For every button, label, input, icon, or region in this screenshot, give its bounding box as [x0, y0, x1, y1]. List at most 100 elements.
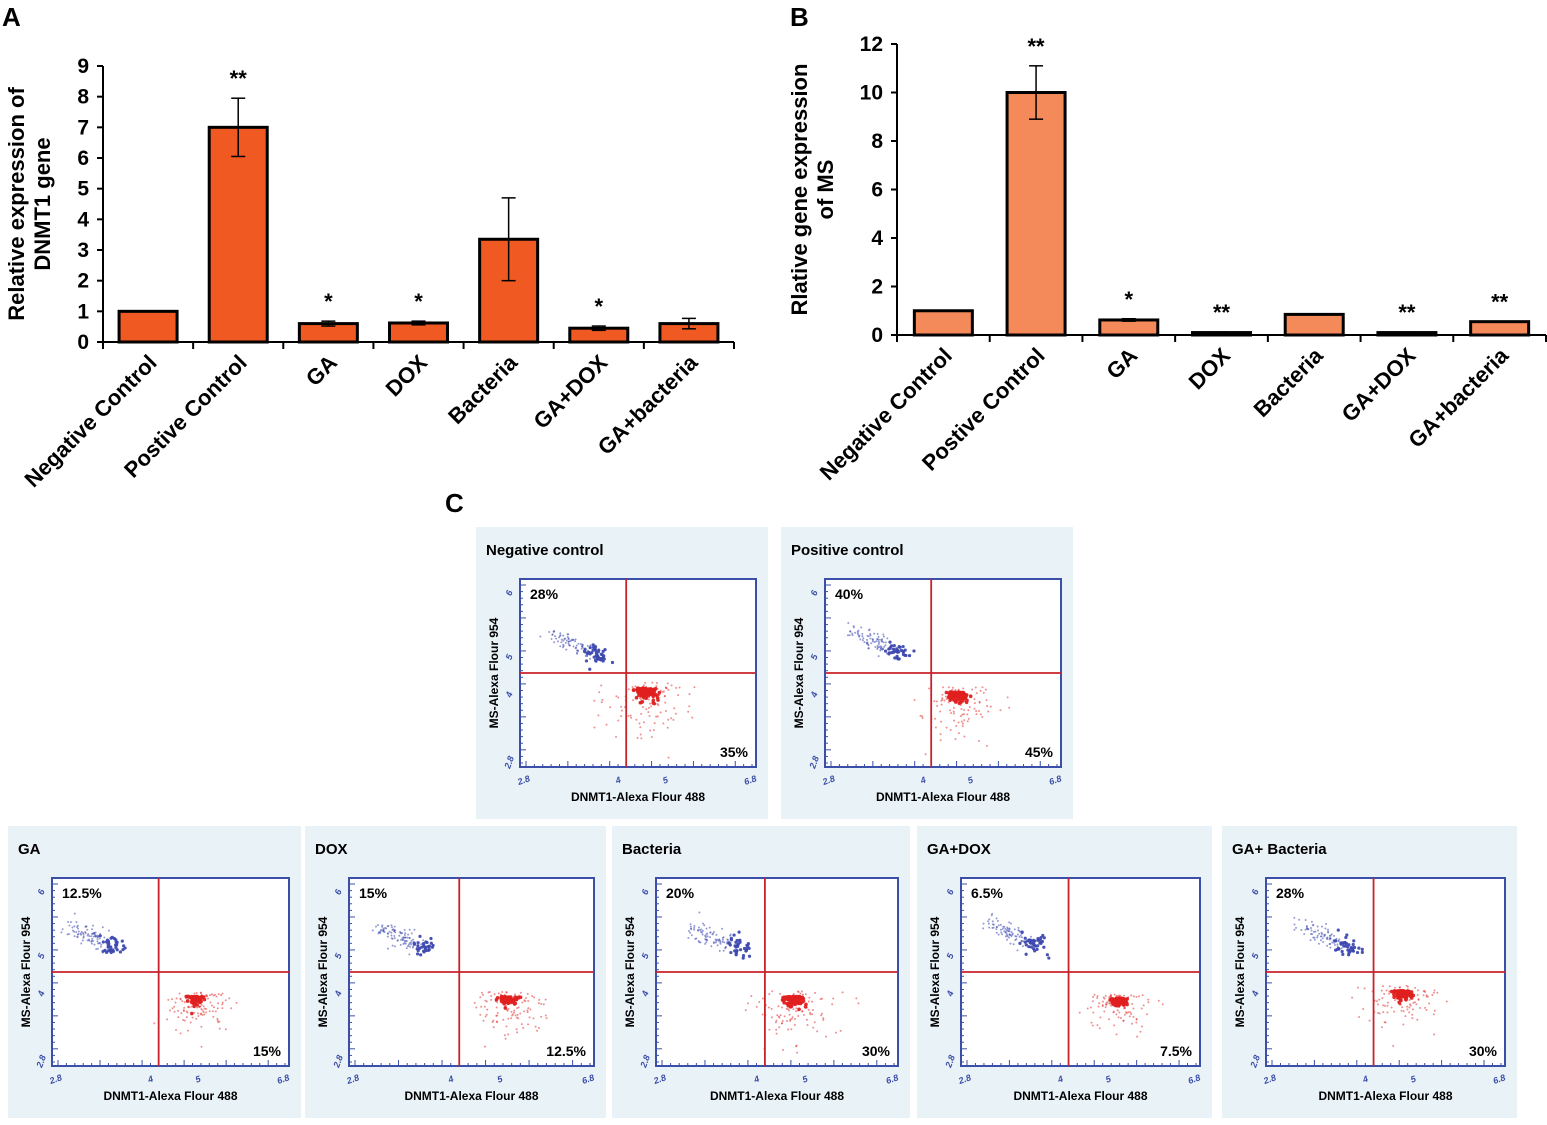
- dot-red: [167, 998, 170, 1001]
- dot-blue: [426, 948, 431, 953]
- dot-red: [687, 710, 690, 713]
- dot-blue: [1360, 947, 1364, 951]
- dot-red: [789, 996, 794, 1001]
- dot-red: [796, 1051, 799, 1054]
- dot-blue: [895, 649, 899, 654]
- dot-blue: [1024, 952, 1028, 956]
- dot-blue: [98, 941, 101, 944]
- dot-blue: [741, 953, 746, 958]
- dot-red: [191, 1016, 194, 1019]
- significance-marker: *: [324, 289, 333, 314]
- dot-blue: [1002, 925, 1005, 928]
- dot-red: [1093, 993, 1096, 996]
- category-label: GA+DOX: [529, 350, 613, 434]
- dot-red: [1108, 1018, 1111, 1021]
- dot-blue: [587, 653, 590, 656]
- dot-red: [544, 998, 547, 1001]
- dot-red: [486, 1008, 489, 1011]
- dot-blue: [995, 917, 998, 920]
- y-tick-label: 5: [77, 178, 89, 201]
- dot-red: [496, 1021, 499, 1024]
- dot-red: [949, 693, 954, 697]
- dot-blue: [377, 932, 380, 935]
- y-tick-label: 2: [77, 270, 89, 293]
- dot-blue: [1316, 929, 1319, 932]
- dot-red: [1383, 1004, 1386, 1007]
- dot-blue: [716, 944, 719, 947]
- dot-red: [193, 997, 197, 1002]
- dot-red: [812, 1026, 815, 1029]
- y-tick-label: 2.8: [502, 755, 516, 771]
- dot-red: [805, 1018, 808, 1021]
- dot-red: [642, 721, 645, 724]
- dot-blue: [1305, 927, 1308, 930]
- dot-blue: [1328, 938, 1331, 941]
- dot-blue: [556, 640, 559, 643]
- dot-blue: [1017, 926, 1020, 929]
- dot-red: [968, 705, 971, 708]
- dot-blue: [881, 648, 884, 651]
- dot-blue: [1360, 950, 1364, 954]
- dot-blue: [562, 639, 565, 642]
- dot-red: [503, 993, 506, 996]
- dot-blue: [576, 652, 579, 655]
- dot-red: [678, 686, 681, 689]
- dot-red: [957, 688, 960, 691]
- quadrant-percent-lower-right: 30%: [1469, 1043, 1498, 1059]
- dot-blue: [1310, 927, 1313, 930]
- dot-red: [200, 1003, 203, 1006]
- dot-blue: [425, 940, 429, 945]
- dot-blue: [703, 924, 706, 927]
- dot-blue: [1343, 944, 1348, 948]
- dot-red: [1392, 989, 1397, 993]
- dot-red: [526, 1011, 529, 1014]
- dot-red: [1417, 998, 1420, 1001]
- dot-blue: [96, 940, 99, 943]
- y-axis-label: Rlative gene expression: [787, 64, 812, 316]
- dot-red: [648, 714, 651, 717]
- dot-red: [978, 701, 981, 704]
- dot-blue: [988, 918, 991, 921]
- dot-blue: [1023, 940, 1027, 944]
- dot-red: [199, 1005, 202, 1008]
- dot-red: [504, 1037, 507, 1040]
- dot-red: [1404, 1015, 1407, 1018]
- dot-red: [1141, 994, 1144, 997]
- dot-red: [532, 1017, 535, 1020]
- dot-blue: [1337, 947, 1341, 951]
- dot-blue: [884, 644, 887, 647]
- dot-red: [1101, 1004, 1104, 1007]
- dot-blue: [890, 651, 894, 655]
- dot-red: [615, 735, 618, 738]
- dot-red: [482, 1019, 485, 1022]
- dot-blue: [1024, 943, 1028, 947]
- dot-red: [831, 1003, 834, 1006]
- y-tick-label: 5: [504, 652, 515, 661]
- flow-panel: GA+DOX 6.5% 7.5% 2.8 4 5 6.8 2.8 4 5 6 DNMT1-Alexa …: [917, 826, 1212, 1118]
- dot-blue: [410, 939, 413, 942]
- dot-blue: [390, 926, 393, 929]
- dot-blue: [1312, 936, 1315, 939]
- dot-blue: [106, 945, 110, 949]
- dot-red: [640, 698, 643, 701]
- dot-red: [183, 1006, 186, 1009]
- dot-red: [778, 1026, 781, 1029]
- dot-red: [1131, 1002, 1134, 1005]
- dot-red: [153, 1022, 156, 1025]
- dot-red: [1419, 1007, 1422, 1010]
- dot-red: [1425, 1009, 1428, 1012]
- dot-red: [632, 699, 635, 702]
- dot-blue: [98, 937, 101, 940]
- dot-blue: [851, 634, 854, 637]
- dot-red: [183, 1019, 186, 1022]
- dot-red: [617, 696, 620, 699]
- dot-red: [1147, 998, 1150, 1001]
- y-tick-label: 8: [77, 86, 89, 109]
- dot-red: [190, 1002, 193, 1005]
- dot-red: [641, 706, 644, 709]
- dot-red: [963, 709, 966, 712]
- dot-red: [1140, 1025, 1143, 1028]
- dot-blue: [374, 925, 377, 928]
- dot-red: [644, 681, 647, 684]
- dot-blue: [122, 944, 126, 948]
